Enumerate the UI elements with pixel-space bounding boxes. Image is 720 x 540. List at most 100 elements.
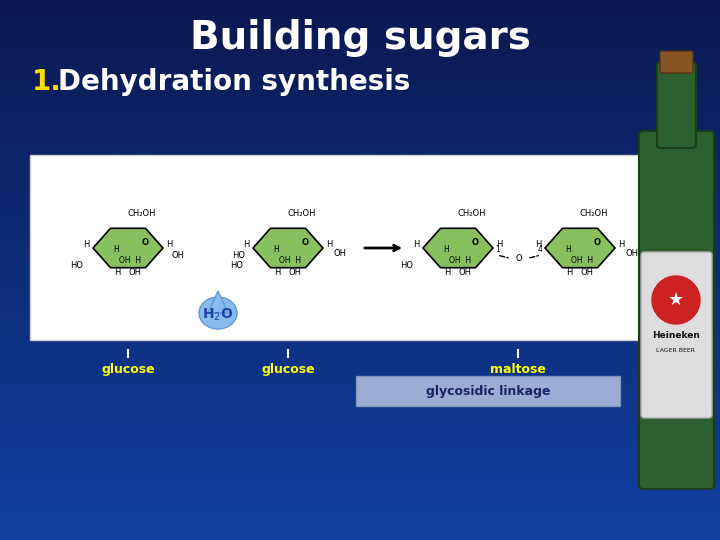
- Bar: [0, 0, 720, 1]
- Bar: [0, 426, 720, 427]
- Bar: [0, 514, 720, 515]
- Bar: [0, 16, 720, 17]
- Bar: [0, 442, 720, 443]
- Bar: [0, 122, 720, 123]
- Bar: [0, 103, 720, 104]
- Bar: [0, 227, 720, 228]
- Text: Building sugars: Building sugars: [189, 19, 531, 57]
- Bar: [0, 251, 720, 252]
- Bar: [0, 43, 720, 44]
- Bar: [0, 374, 720, 375]
- Bar: [0, 248, 720, 249]
- Bar: [0, 166, 720, 167]
- Bar: [0, 95, 720, 96]
- Bar: [0, 476, 720, 477]
- Bar: [0, 398, 720, 399]
- Bar: [0, 100, 720, 101]
- Bar: [0, 380, 720, 381]
- Bar: [0, 247, 720, 248]
- Bar: [0, 385, 720, 386]
- Bar: [0, 75, 720, 76]
- Bar: [0, 517, 720, 518]
- Bar: [0, 127, 720, 128]
- Text: ★: ★: [668, 291, 684, 309]
- Bar: [0, 289, 720, 290]
- Bar: [0, 301, 720, 302]
- Polygon shape: [423, 228, 493, 268]
- Bar: [0, 395, 720, 396]
- Bar: [0, 50, 720, 51]
- Text: HO: HO: [230, 261, 243, 270]
- Bar: [0, 317, 720, 318]
- Bar: [0, 378, 720, 379]
- Bar: [0, 230, 720, 231]
- Bar: [0, 529, 720, 530]
- Bar: [0, 20, 720, 21]
- Text: O: O: [302, 238, 309, 247]
- Bar: [0, 73, 720, 74]
- Bar: [0, 160, 720, 161]
- Bar: [0, 465, 720, 466]
- Bar: [0, 381, 720, 382]
- Bar: [0, 365, 720, 366]
- Bar: [0, 180, 720, 181]
- Bar: [0, 446, 720, 447]
- Bar: [0, 12, 720, 13]
- Bar: [0, 520, 720, 521]
- Bar: [0, 460, 720, 461]
- Bar: [0, 438, 720, 439]
- Bar: [0, 242, 720, 243]
- Text: OH: OH: [333, 249, 346, 258]
- Bar: [0, 524, 720, 525]
- Bar: [0, 121, 720, 122]
- Bar: [0, 403, 720, 404]
- Bar: [0, 471, 720, 472]
- Bar: [0, 235, 720, 236]
- Bar: [0, 526, 720, 527]
- Bar: [0, 384, 720, 385]
- Bar: [0, 52, 720, 53]
- Bar: [0, 35, 720, 36]
- Bar: [0, 507, 720, 508]
- Bar: [0, 259, 720, 260]
- Text: CH₂OH: CH₂OH: [580, 209, 608, 218]
- Bar: [0, 453, 720, 454]
- Bar: [0, 346, 720, 347]
- Bar: [0, 399, 720, 400]
- Bar: [0, 146, 720, 147]
- Bar: [0, 419, 720, 420]
- Bar: [0, 201, 720, 202]
- Bar: [0, 148, 720, 149]
- Bar: [0, 281, 720, 282]
- Bar: [0, 257, 720, 258]
- Bar: [0, 118, 720, 119]
- Bar: [0, 437, 720, 438]
- Bar: [0, 306, 720, 307]
- Bar: [0, 27, 720, 28]
- Text: H: H: [567, 268, 572, 277]
- Bar: [0, 319, 720, 320]
- Bar: [0, 92, 720, 93]
- Bar: [0, 132, 720, 133]
- Bar: [0, 155, 720, 156]
- Bar: [0, 340, 720, 341]
- Bar: [0, 63, 720, 64]
- Bar: [0, 391, 720, 392]
- Bar: [0, 141, 720, 142]
- Bar: [0, 159, 720, 160]
- Bar: [0, 185, 720, 186]
- Text: OH  H: OH H: [449, 256, 471, 265]
- Bar: [0, 13, 720, 14]
- Bar: [0, 78, 720, 79]
- Text: Dehydration synthesis: Dehydration synthesis: [58, 68, 410, 96]
- Bar: [0, 255, 720, 256]
- Bar: [0, 25, 720, 26]
- Bar: [0, 347, 720, 348]
- Bar: [0, 172, 720, 173]
- Bar: [0, 88, 720, 89]
- Bar: [0, 416, 720, 417]
- Bar: [0, 283, 720, 284]
- Bar: [0, 40, 720, 41]
- Bar: [0, 481, 720, 482]
- Bar: [0, 2, 720, 3]
